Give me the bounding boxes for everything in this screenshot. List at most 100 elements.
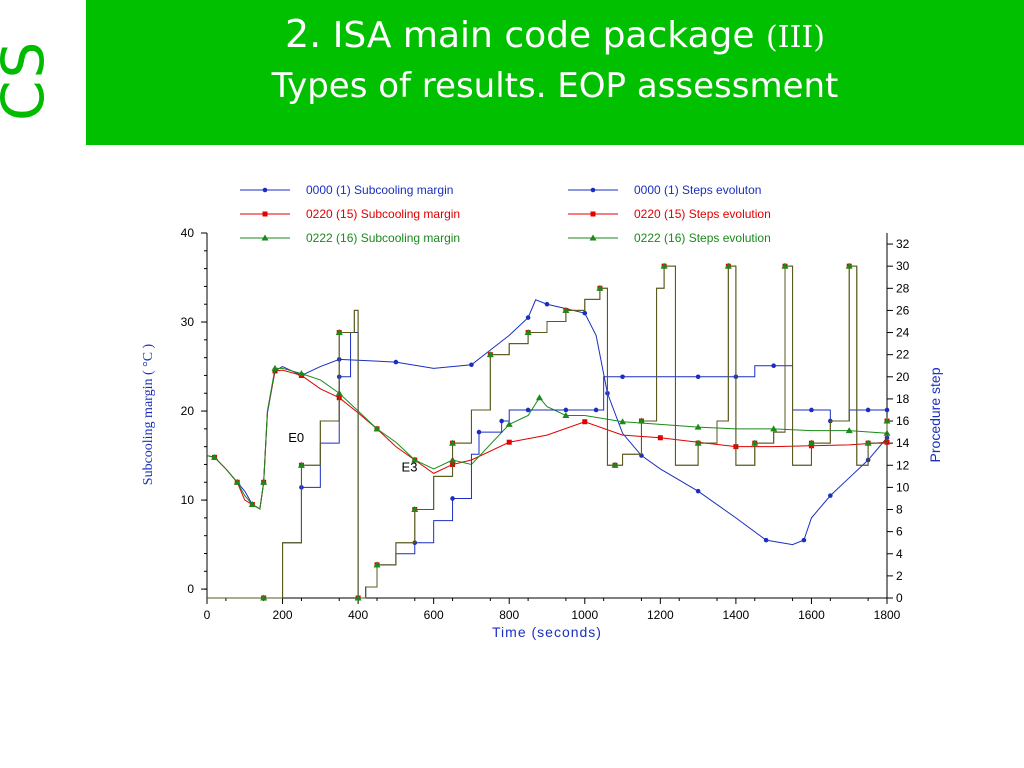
data-point — [845, 427, 853, 434]
y-right-tick-label: 6 — [896, 525, 903, 539]
data-point — [845, 262, 853, 269]
x-tick-label: 400 — [348, 608, 368, 622]
data-point — [884, 407, 890, 413]
y-right-tick-label: 0 — [896, 591, 903, 605]
data-point — [807, 439, 815, 446]
data-point — [499, 418, 504, 424]
y-left-tick-label: 10 — [181, 493, 195, 507]
logo-area: CS — [0, 0, 86, 145]
data-point — [770, 425, 778, 432]
y-right-tick-label: 24 — [896, 326, 910, 340]
series-4 — [207, 332, 890, 601]
data-point — [544, 301, 550, 307]
data-point — [260, 478, 268, 485]
data-point — [801, 537, 807, 543]
data-point — [751, 439, 759, 446]
series-5 — [207, 263, 890, 601]
x-tick-label: 1000 — [571, 608, 598, 622]
y-right-tick-label: 8 — [896, 503, 903, 517]
data-point — [582, 419, 588, 425]
data-point — [582, 310, 588, 316]
series-2 — [206, 368, 890, 510]
annotation-label: E3 — [402, 460, 418, 475]
data-point — [563, 407, 569, 413]
data-point — [562, 306, 570, 313]
data-point — [781, 262, 789, 269]
y-left-tick-label: 30 — [181, 315, 195, 329]
legend-label: 0222 (16) Steps evolution — [634, 231, 771, 245]
x-axis-title: Time (seconds) — [492, 624, 602, 640]
data-point — [505, 420, 513, 427]
data-point — [864, 439, 872, 446]
data-point — [373, 561, 381, 568]
data-point — [354, 594, 362, 601]
data-point — [620, 374, 625, 380]
data-point — [535, 394, 543, 401]
y-right-tick-label: 4 — [896, 547, 903, 561]
data-point — [506, 439, 512, 445]
y-right-tick-label: 16 — [896, 414, 910, 428]
data-point — [524, 329, 532, 336]
data-point — [763, 537, 769, 543]
data-point — [233, 478, 241, 485]
data-point — [393, 359, 399, 365]
y-right-tick-label: 10 — [896, 480, 910, 494]
x-tick-label: 600 — [424, 608, 444, 622]
y-right-tick-label: 28 — [896, 281, 910, 295]
title-roman: (III) — [766, 20, 825, 55]
data-point — [562, 412, 570, 418]
data-point — [449, 439, 457, 446]
title-main: ISA main code package — [332, 15, 755, 56]
data-point — [694, 423, 702, 430]
series-line — [207, 332, 887, 599]
y-right-tick-label: 18 — [896, 392, 910, 406]
data-point — [373, 425, 381, 432]
data-point — [593, 407, 599, 413]
legend-marker — [590, 211, 596, 217]
y-right-axis-title: Procedure step — [927, 367, 943, 462]
data-point — [771, 363, 776, 369]
data-point — [469, 362, 474, 368]
legend-marker — [261, 234, 269, 241]
y-left-tick-label: 40 — [181, 226, 195, 240]
legend: 0000 (1) Subcooling margin 0220 (15) Subc… — [240, 183, 771, 245]
y-left-tick-label: 0 — [187, 582, 194, 596]
series-1 — [206, 299, 890, 546]
y-right-tick-label: 22 — [896, 348, 910, 362]
data-point — [525, 407, 531, 413]
x-tick-label: 1800 — [874, 608, 901, 622]
slide-subtitle: Types of results. EOP assessment — [271, 66, 839, 106]
y-right-tick-label: 30 — [896, 259, 910, 273]
legend-label: 0000 (1) Steps evoluton — [634, 183, 761, 197]
data-point — [411, 456, 419, 463]
data-point — [335, 329, 343, 336]
x-tick-label: 800 — [499, 608, 519, 622]
title-number: 2. — [285, 12, 322, 56]
x-tick-label: 200 — [273, 608, 293, 622]
title-banner: 2. ISA main code package (III) Types of … — [86, 0, 1024, 145]
legend-marker — [262, 211, 268, 217]
data-point — [809, 407, 814, 413]
y-right-tick-label: 2 — [896, 569, 903, 583]
data-point — [486, 351, 494, 358]
data-point — [611, 461, 619, 468]
y-right-tick-label: 12 — [896, 458, 910, 472]
x-tick-label: 1400 — [723, 608, 750, 622]
data-point — [525, 315, 531, 320]
data-point — [476, 429, 482, 435]
y-right-tick-label: 20 — [896, 370, 910, 384]
data-point — [211, 453, 219, 460]
data-point — [637, 417, 645, 424]
data-point — [619, 418, 627, 425]
x-tick-label: 0 — [204, 608, 211, 622]
series-3 — [206, 364, 891, 510]
data-point — [450, 496, 455, 501]
legend-label: 0222 (16) Subcooling margin — [306, 231, 460, 245]
data-point — [724, 262, 732, 269]
legend-label: 0220 (15) Steps evolution — [634, 207, 771, 221]
slide-title: 2. ISA main code package (III) — [86, 10, 1024, 62]
legend-label: 0220 (15) Subcooling margin — [306, 207, 460, 221]
data-point — [596, 284, 604, 291]
data-point — [260, 594, 268, 601]
